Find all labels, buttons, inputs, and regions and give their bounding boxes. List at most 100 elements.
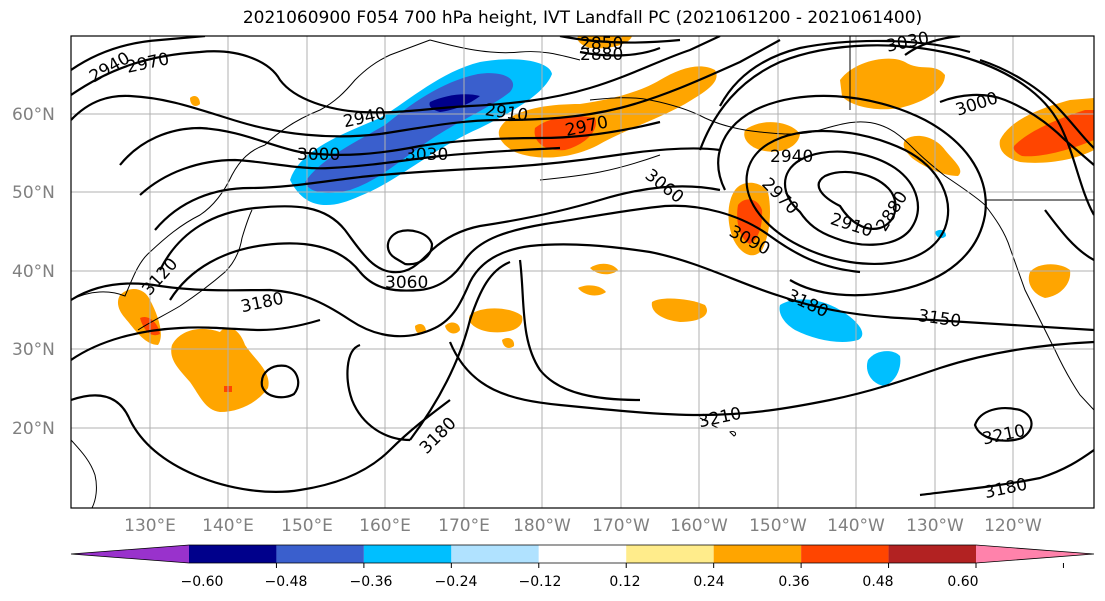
contour-line bbox=[518, 259, 641, 402]
colorbar-segment bbox=[626, 545, 714, 563]
lon-label: 160°W bbox=[670, 516, 728, 536]
contour-line bbox=[71, 36, 206, 71]
contour-line bbox=[154, 147, 721, 231]
contour-label: 2880 bbox=[872, 188, 912, 235]
contour-line bbox=[745, 129, 950, 265]
contour-label: 3000 bbox=[297, 145, 340, 165]
gridlines bbox=[71, 36, 1094, 508]
contour-line bbox=[784, 150, 919, 246]
contour-line bbox=[159, 185, 721, 274]
contour-line bbox=[409, 260, 511, 441]
colorbar-extend-high bbox=[976, 545, 1094, 563]
contour-line bbox=[904, 36, 961, 56]
colorbar-segment bbox=[451, 545, 539, 563]
colorbar-tick-label: 0.24 bbox=[693, 574, 724, 590]
colorbar-tick-label: −0.36 bbox=[350, 574, 393, 590]
contour-label: 3030 bbox=[405, 145, 448, 165]
lon-label: 130°W bbox=[906, 516, 964, 536]
contour-line bbox=[139, 146, 561, 196]
lon-label: 130°E bbox=[124, 516, 176, 536]
colorbar-segments bbox=[70, 544, 1095, 564]
colorbar-tick-label: 0.60 bbox=[947, 574, 978, 590]
positive-patch bbox=[445, 322, 460, 334]
contour-line bbox=[579, 46, 661, 57]
coastline-philippines bbox=[71, 439, 97, 508]
colorbar-extend-low bbox=[71, 545, 189, 563]
contour-label: 3060 bbox=[385, 273, 428, 293]
positive-patch-core bbox=[1013, 110, 1094, 157]
height-contours bbox=[71, 36, 1094, 497]
contour-line bbox=[71, 318, 321, 361]
lon-label: 150°W bbox=[749, 516, 807, 536]
contour-line bbox=[979, 58, 1094, 149]
colorbar: −0.60 −0.48 −0.36 −0.24 −0.12 0.12 0.24 … bbox=[70, 544, 1095, 590]
lat-label: 20°N bbox=[12, 419, 55, 439]
map-frame bbox=[70, 35, 1095, 509]
contour-line bbox=[71, 243, 1094, 338]
longitude-labels: 130°E 140°E 150°E 160°E 170°E 180°W 170°… bbox=[124, 516, 1042, 536]
map-title: 2021060900 F054 700 hPa height, IVT Land… bbox=[242, 8, 923, 28]
contour-line bbox=[919, 449, 1094, 497]
contour-line bbox=[386, 229, 434, 266]
contour-label: 3030 bbox=[885, 28, 931, 57]
contour-line bbox=[119, 120, 661, 166]
lon-label: 140°W bbox=[827, 516, 885, 536]
positive-patch bbox=[840, 58, 945, 110]
lat-label: 50°N bbox=[12, 183, 55, 203]
positive-patch bbox=[744, 122, 800, 152]
contour-line bbox=[817, 170, 897, 230]
lat-label: 60°N bbox=[12, 105, 55, 125]
coastline-aleutians bbox=[539, 154, 661, 181]
positive-patch bbox=[502, 338, 515, 348]
positive-patch bbox=[171, 327, 269, 412]
contour-label: 3210 bbox=[981, 421, 1027, 450]
lon-label: 140°E bbox=[202, 516, 254, 536]
contour-line bbox=[71, 36, 721, 114]
coastlines bbox=[71, 36, 1094, 508]
positive-patch bbox=[1028, 264, 1071, 298]
contour-label: 3180 bbox=[239, 289, 285, 318]
contour-label: 2880 bbox=[580, 45, 623, 65]
latitude-labels: 60°N 50°N 40°N 30°N 20°N bbox=[12, 105, 55, 439]
colorbar-segment bbox=[888, 545, 976, 563]
lon-label: 120°W bbox=[984, 516, 1042, 536]
coastline-bering bbox=[429, 39, 581, 61]
colorbar-ticks bbox=[275, 563, 1064, 568]
colorbar-segment bbox=[538, 545, 627, 563]
contour-line bbox=[71, 394, 451, 493]
colorbar-tick-label: 0.36 bbox=[778, 574, 809, 590]
colorbar-tick-label: −0.48 bbox=[265, 574, 308, 590]
contour-line bbox=[260, 364, 300, 399]
positive-patch bbox=[469, 308, 523, 333]
contour-line bbox=[717, 94, 987, 297]
positive-patch bbox=[578, 285, 606, 296]
contour-label: 2970 bbox=[125, 49, 171, 78]
lon-label: 180°W bbox=[513, 516, 571, 536]
lon-label: 160°E bbox=[359, 516, 411, 536]
colorbar-outline bbox=[70, 544, 1095, 564]
contour-line bbox=[346, 343, 411, 442]
negative-patch-core bbox=[305, 73, 514, 193]
negative-patch bbox=[779, 299, 863, 342]
positive-patch bbox=[651, 298, 708, 322]
colorbar-tick-label: −0.60 bbox=[181, 574, 224, 590]
coastline-na-west bbox=[984, 204, 1094, 411]
lon-label: 150°E bbox=[281, 516, 333, 536]
colorbar-segment bbox=[276, 545, 364, 563]
contour-line bbox=[448, 340, 1094, 417]
contour-label: 3150 bbox=[917, 306, 963, 332]
contour-label: 2940 bbox=[770, 147, 813, 167]
contour-line bbox=[559, 36, 681, 44]
contour-label: 3000 bbox=[953, 88, 1000, 120]
lon-label: 170°W bbox=[592, 516, 650, 536]
contour-label: 2850 bbox=[580, 34, 623, 54]
contour-line bbox=[71, 39, 781, 138]
lat-label: 40°N bbox=[12, 262, 55, 282]
contour-line bbox=[973, 407, 1033, 442]
colorbar-segment bbox=[801, 545, 889, 563]
positive-patch bbox=[190, 96, 200, 106]
contour-line bbox=[1044, 209, 1094, 261]
colorbar-tick-label: 0.12 bbox=[609, 574, 640, 590]
lon-label: 170°E bbox=[438, 516, 490, 536]
positive-patch-core bbox=[534, 116, 596, 151]
